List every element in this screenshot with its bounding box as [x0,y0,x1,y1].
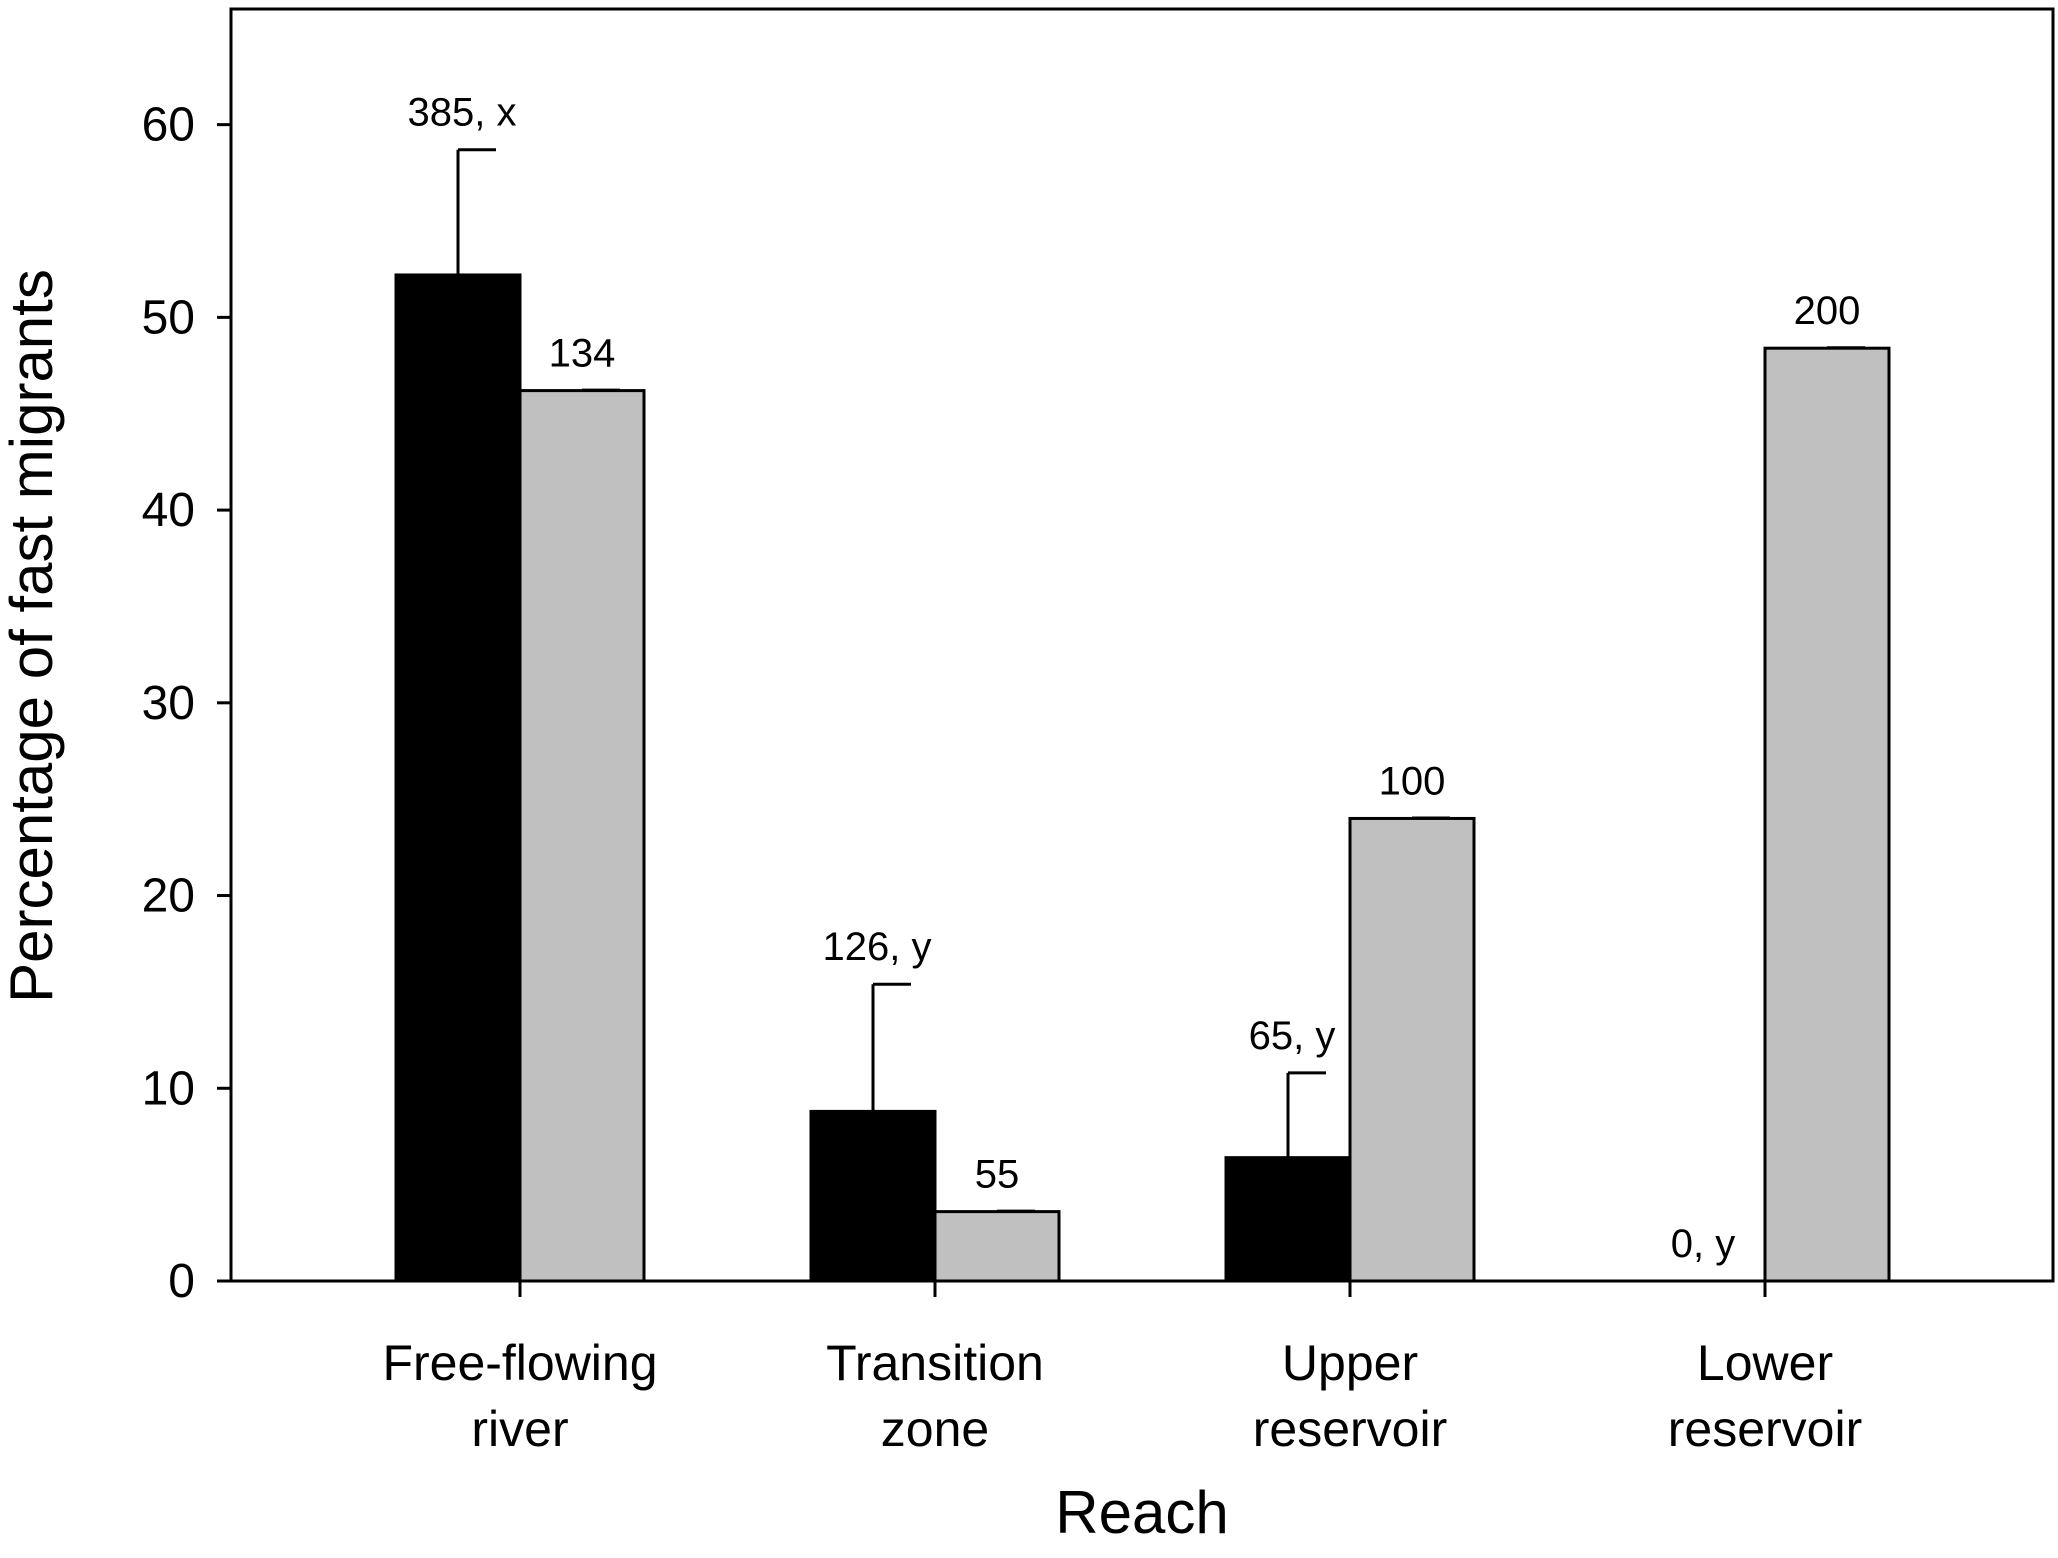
y-axis: 0 10 20 30 40 50 60 [142,99,231,1308]
data-label: 200 [1794,289,1861,333]
bar [933,1210,1061,1283]
data-label: 55 [975,1153,1020,1197]
bars [394,148,1891,1283]
x-tick-label: Transition [826,1335,1044,1391]
y-tick-label: 40 [142,484,195,537]
data-label: 385, x [408,91,517,135]
bar [1763,346,1891,1283]
y-tick-label: 20 [142,870,195,923]
x-tick-label: reservoir [1668,1401,1862,1457]
x-tick-label: reservoir [1253,1401,1447,1457]
bar [1348,816,1476,1283]
data-label: 134 [549,332,616,376]
data-label: 65, y [1249,1014,1336,1058]
bar [518,389,646,1283]
y-tick-label: 60 [142,99,195,152]
x-tick-label: Free-flowing [382,1335,657,1391]
bar [809,1109,937,1283]
data-label: 100 [1379,759,1446,803]
y-axis-title: Percentage of fast migrants [0,269,65,1003]
y-tick-label: 30 [142,677,195,730]
y-tick-label: 50 [142,291,195,344]
x-tick-label: Upper [1282,1335,1418,1391]
bar [394,273,522,1283]
x-axis: Free-flowing river Transition zone Upper rese… [231,1279,2053,1457]
x-axis-title: Reach [1055,1479,1228,1546]
data-label: 0, y [1671,1222,1735,1266]
y-tick-label: 0 [168,1255,195,1308]
bar [1224,1156,1352,1283]
x-tick-label: zone [881,1401,989,1457]
y-tick-label: 10 [142,1062,195,1115]
x-tick-label: river [471,1401,568,1457]
x-tick-label: Lower [1697,1335,1833,1391]
bar-labels: 385, x 126, y 65, y 0, y 134 55 100 200 [408,91,1861,1266]
data-label: 126, y [823,925,932,969]
